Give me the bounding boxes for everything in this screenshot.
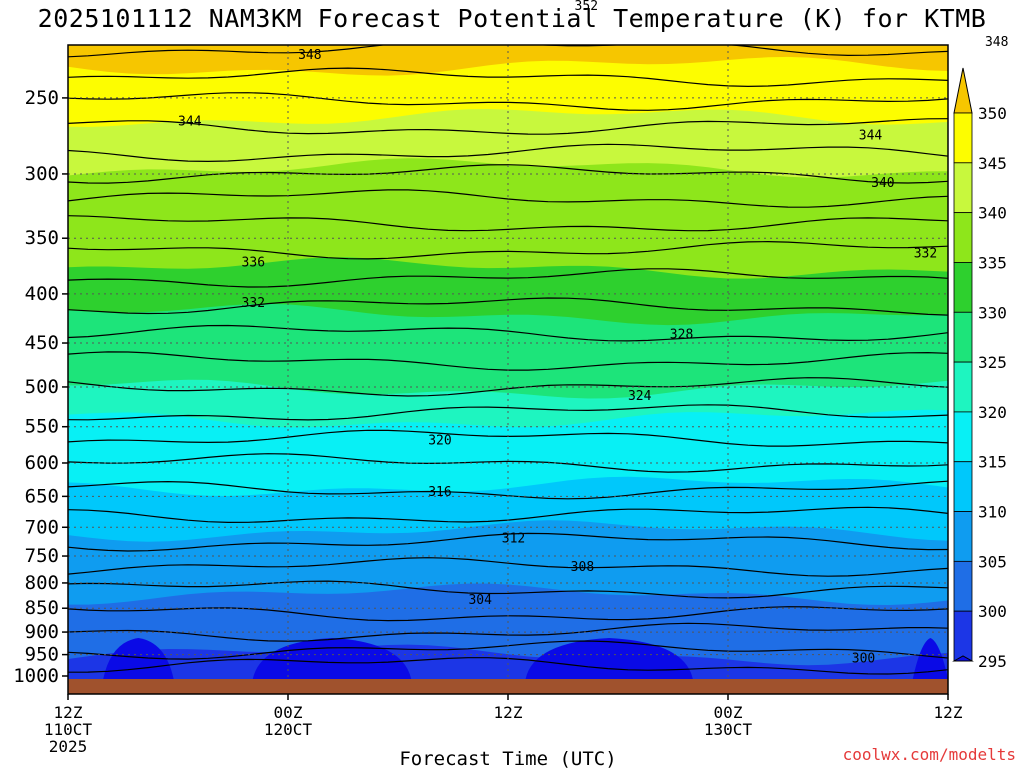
x-tick-label: 2025: [49, 737, 88, 756]
y-tick-label: 400: [25, 283, 59, 305]
contour-label: 300: [852, 652, 875, 667]
contour-line: [68, 7, 948, 23]
contour-line: [68, 143, 948, 163]
contour-label: 344: [178, 115, 202, 130]
contour-line: [68, 532, 948, 552]
colorbar-bottom-arrow: [952, 655, 974, 662]
colorbar-swatch: [953, 560, 973, 612]
contour-line: [68, 67, 948, 88]
y-tick-label: 750: [25, 545, 59, 567]
contour-label: 348: [298, 48, 321, 63]
colorbar: 350 345 340 335 330 325 320 315 310 305 300 295: [952, 67, 1007, 671]
x-tick-label: 00Z: [274, 703, 303, 722]
contour-line: [68, 453, 948, 473]
contour-line: [68, 240, 948, 260]
x-axis-label: Forecast Time (UTC): [399, 748, 616, 768]
colorbar-swatch: [953, 511, 973, 562]
y-tick-label: 500: [25, 376, 59, 398]
y-tick-label: 600: [25, 452, 59, 474]
x-tick-label: 120CT: [264, 720, 313, 739]
colorbar-label: 330: [978, 303, 1007, 322]
contour-label: 344: [859, 129, 883, 144]
contour-label: 348: [985, 35, 1008, 50]
contour-label: 324: [628, 389, 652, 404]
y-tick-label: 300: [25, 163, 59, 185]
colorbar-label: 300: [978, 602, 1007, 621]
contour-line: [68, 404, 948, 421]
colorbar-label: 305: [978, 552, 1007, 571]
contour-label: 308: [571, 560, 594, 575]
contour-line: [68, 45, 948, 58]
contour-line: [68, 580, 948, 599]
colorbar-label: 325: [978, 353, 1007, 372]
colorbar-swatch: [953, 212, 973, 263]
contour-label: 336: [242, 255, 265, 270]
colorbar-swatch: [953, 262, 973, 313]
x-tick-label: 12Z: [934, 703, 963, 722]
colorbar-swatch: [953, 361, 973, 413]
colorbar-swatch: [953, 162, 973, 214]
colorbar-swatch: [953, 112, 973, 164]
band-fill: [525, 638, 693, 679]
contour-label: 328: [670, 328, 693, 343]
contour-label: 332: [914, 246, 937, 261]
y-tick-label: 950: [25, 644, 59, 666]
colorbar-label: 350: [978, 104, 1007, 123]
contour-line: [68, 324, 948, 342]
credit-text: coolwx.com/modelts: [842, 745, 1016, 764]
y-tick-label: 450: [25, 332, 59, 354]
colorbar-swatch: [953, 610, 973, 662]
band-fill: [912, 638, 948, 679]
contour-label: 304: [468, 593, 492, 608]
y-tick-label: 1000: [13, 665, 59, 687]
colorbar-swatch: [953, 311, 973, 363]
y-tick-label: 800: [25, 572, 59, 594]
contour-label: 340: [871, 176, 894, 191]
contour-line: [68, 297, 948, 316]
colorbar-label: 345: [978, 154, 1007, 173]
contour-line: [68, 92, 948, 111]
colorbar-top-arrow: [953, 67, 973, 114]
colorbar-swatch: [953, 461, 973, 512]
y-tick-label: 350: [25, 227, 59, 249]
contour-label: 320: [428, 433, 451, 448]
x-tick-label: 12Z: [54, 703, 83, 722]
colorbar-label: 335: [978, 253, 1007, 272]
y-tick-label: 650: [25, 485, 59, 507]
contour-line: [68, 557, 948, 577]
band-fill: [103, 638, 174, 679]
colorbar-label: 340: [978, 204, 1007, 223]
contour-label: 316: [428, 485, 451, 500]
colorbar-label: 295: [978, 652, 1007, 671]
colorbar-label: 320: [978, 403, 1007, 422]
contour-line: [68, 189, 948, 208]
y-tick-label: 850: [25, 597, 59, 619]
contour-line: [68, 118, 948, 135]
y-tick-label: 250: [25, 87, 59, 109]
x-tick-label: 00Z: [714, 703, 743, 722]
contour-line: [68, 215, 948, 232]
colorbar-label: 315: [978, 453, 1007, 472]
y-tick-label: 900: [25, 621, 59, 643]
y-tick-label: 700: [25, 516, 59, 538]
contour-label: 332: [242, 296, 265, 311]
x-tick-label: 12Z: [494, 703, 523, 722]
chart-title: 2025101112 NAM3KM Forecast Potential Tem…: [37, 4, 987, 33]
y-tick-label: 550: [25, 416, 59, 438]
contour-label: 352: [575, 0, 598, 14]
colorbar-swatch: [953, 411, 973, 463]
ground-bar: [68, 679, 948, 694]
x-tick-label: 130CT: [704, 720, 753, 739]
contour-line: [68, 268, 948, 288]
colorbar-label: 310: [978, 503, 1007, 522]
x-tick-label: 110CT: [44, 720, 93, 739]
contour-line: [68, 164, 948, 184]
contour-label: 312: [502, 531, 525, 546]
